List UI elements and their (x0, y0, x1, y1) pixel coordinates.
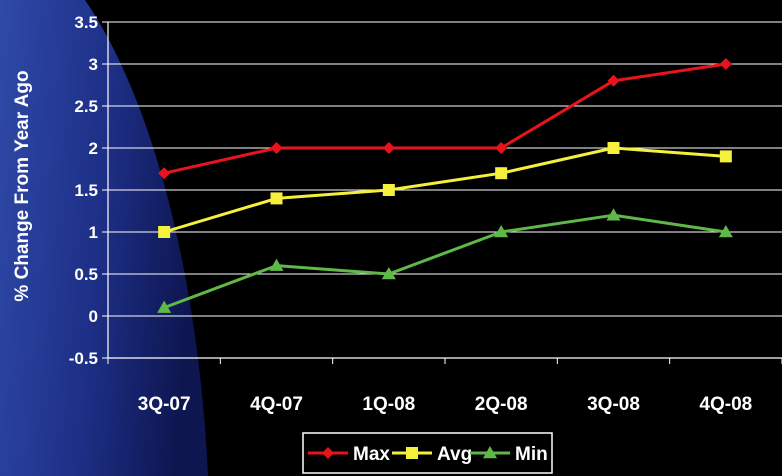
data-point-min (494, 225, 509, 238)
x-tick-label: 1Q-08 (362, 394, 415, 415)
data-point-max (382, 142, 395, 154)
data-point-avg (382, 184, 395, 196)
y-tick-label: 2 (89, 139, 98, 158)
legend-label-avg: Avg (437, 444, 472, 465)
data-point-min (381, 267, 396, 280)
y-tick-label: 3.5 (74, 13, 98, 32)
legend-marker-max (322, 447, 334, 459)
data-point-max (607, 74, 620, 87)
legend-label-max: Max (353, 444, 390, 465)
series-line-max (163, 62, 727, 175)
legend-marker-min (483, 446, 497, 459)
y-tick-label: 3 (89, 55, 98, 74)
data-point-min (157, 300, 172, 313)
y-tick-label: 0.5 (74, 265, 98, 284)
legend: Max Avg Min (302, 432, 553, 474)
x-tick-labels: 3Q-07 4Q-07 1Q-08 2Q-08 3Q-08 4Q-08 (138, 394, 752, 415)
background-swoosh (0, 0, 208, 476)
x-tick-label: 4Q-08 (699, 394, 752, 415)
data-point-max (495, 142, 508, 154)
data-point-avg (607, 142, 620, 154)
data-point-max (270, 142, 283, 154)
data-point-max (719, 58, 732, 70)
y-tick-label: 1 (89, 223, 98, 242)
data-point-min (269, 258, 284, 271)
data-point-avg (270, 192, 283, 205)
data-point-min (718, 225, 733, 238)
y-tick-label: 0 (89, 307, 98, 326)
x-tick-label: 3Q-08 (587, 394, 640, 415)
y-tick-labels: 3.5 3 2.5 2 1.5 1 0.5 0 -0.5 (69, 13, 98, 368)
x-tick-label: 2Q-08 (475, 394, 528, 415)
y-tick-label: 2.5 (74, 97, 98, 116)
gridlines (108, 21, 782, 317)
x-tick-label: 3Q-07 (138, 394, 191, 415)
y-tick-label: 1.5 (74, 181, 98, 200)
data-point-max (158, 167, 171, 180)
y-axis-label: % Change From Year Ago (12, 70, 33, 301)
data-point-avg (495, 167, 508, 180)
series-line-min (163, 213, 727, 310)
axes (102, 21, 782, 364)
x-tick-label: 4Q-07 (250, 394, 303, 415)
data-point-avg (158, 226, 171, 238)
data-point-min (606, 208, 621, 221)
legend-marker-avg (406, 447, 418, 459)
series-group (157, 58, 733, 313)
series-line-avg (163, 146, 726, 234)
y-tick-label: -0.5 (69, 349, 98, 368)
data-point-avg (719, 150, 732, 163)
legend-label-min: Min (515, 444, 548, 465)
